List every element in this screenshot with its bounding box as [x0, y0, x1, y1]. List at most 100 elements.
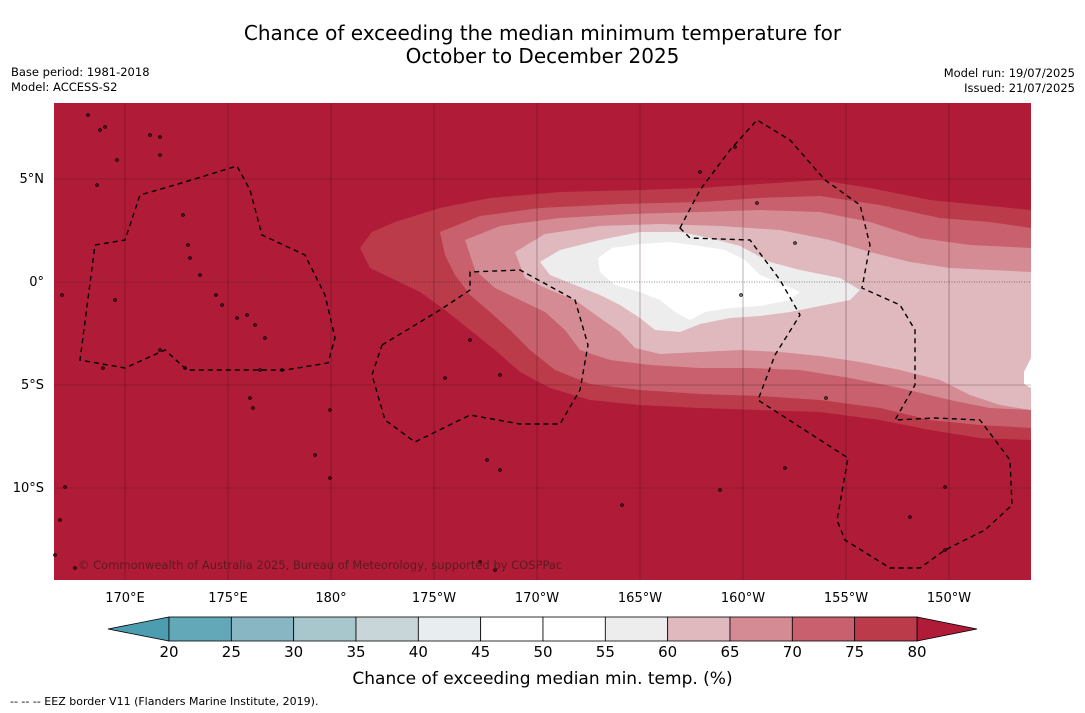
colorbar-segment — [230, 616, 295, 642]
island-marker — [498, 373, 502, 377]
island-marker — [251, 406, 255, 410]
island-marker — [148, 133, 152, 137]
island-marker — [620, 503, 624, 507]
colorbar-segment — [667, 616, 731, 642]
colorbar-segment — [168, 616, 232, 642]
island-marker — [755, 201, 759, 205]
colorbar-segment — [542, 616, 606, 642]
island-marker — [313, 453, 317, 457]
longitude-tick-label: 170°W — [515, 591, 559, 606]
colorbar-tick-label: 35 — [346, 643, 366, 661]
eez-footnote: -- -- -- EEZ border V11 (Flanders Marine… — [10, 695, 319, 708]
colorbar-segment — [729, 616, 793, 642]
island-marker — [943, 548, 947, 552]
island-marker — [258, 368, 262, 372]
colorbar-tick-label: 45 — [471, 643, 491, 661]
colorbar-segment — [355, 616, 419, 642]
colorbar-segment — [293, 616, 357, 642]
colorbar-tick-label: 50 — [533, 643, 553, 661]
island-marker — [95, 183, 99, 187]
island-marker — [733, 145, 737, 149]
longitude-tick-label: 175°W — [412, 591, 456, 606]
island-marker — [113, 298, 117, 302]
colorbar-tick-label: 80 — [907, 643, 927, 661]
colorbar-segment — [480, 616, 544, 642]
grid-lines — [54, 103, 1031, 580]
island-marker — [263, 336, 267, 340]
contour-edge-patch — [1024, 358, 1031, 388]
colorbar-tick-label: 70 — [782, 643, 802, 661]
meta-left: Base period: 1981-2018 Model: ACCESS-S2 — [11, 65, 150, 95]
island-marker — [718, 488, 722, 492]
meta-right: Model run: 19/07/2025 Issued: 21/07/2025 — [944, 66, 1075, 96]
model-name: Model: ACCESS-S2 — [11, 80, 118, 94]
title-line-2: October to December 2025 — [405, 44, 680, 68]
island-marker — [235, 316, 239, 320]
island-marker — [73, 566, 77, 570]
island-coastlines — [53, 113, 947, 572]
island-marker — [188, 256, 192, 260]
island-marker — [198, 273, 202, 277]
colorbar-tick-label: 55 — [595, 643, 615, 661]
eez-border-kiribati-line — [679, 119, 1013, 569]
latitude-tick-label: 5°N — [20, 172, 45, 187]
island-marker — [253, 323, 257, 327]
island-marker — [98, 128, 102, 132]
island-marker — [943, 485, 947, 489]
colorbar-tick-label: 75 — [845, 643, 865, 661]
longitude-tick-label: 170°E — [105, 591, 145, 606]
colorbar-segment — [854, 616, 918, 642]
island-marker — [698, 170, 702, 174]
colorbar-over-arrow — [916, 616, 978, 642]
title-line-1: Chance of exceeding the median minimum t… — [243, 21, 842, 45]
copyright-notice: © Commonwealth of Australia 2025, Bureau… — [78, 558, 563, 572]
island-marker — [158, 153, 162, 157]
island-marker — [245, 313, 249, 317]
colorbar-label: Chance of exceeding median min. temp. (%… — [352, 669, 733, 689]
island-marker — [908, 515, 912, 519]
island-marker — [183, 366, 187, 370]
longitude-tick-label: 175°E — [208, 591, 248, 606]
colorbar-segment — [417, 616, 482, 642]
latitude-tick-label: 5°S — [21, 378, 44, 393]
island-marker — [181, 213, 185, 217]
longitude-tick-label: 165°W — [618, 591, 662, 606]
island-marker — [63, 485, 67, 489]
island-marker — [443, 376, 447, 380]
colorbar-tick-label: 60 — [658, 643, 678, 661]
island-marker — [328, 408, 332, 412]
island-marker — [493, 568, 497, 572]
island-marker — [86, 113, 90, 117]
island-marker — [220, 303, 224, 307]
colorbar-tick-label: 30 — [284, 643, 304, 661]
island-marker — [158, 348, 162, 352]
island-marker — [824, 396, 828, 400]
eez-borders — [79, 119, 1013, 569]
base-period: Base period: 1981-2018 — [11, 65, 150, 79]
island-marker — [186, 243, 190, 247]
island-marker — [60, 293, 64, 297]
colorbar-tick-label: 40 — [408, 643, 428, 661]
longitude-tick-label: 180° — [315, 591, 346, 606]
chart-title: Chance of exceeding the median minimum t… — [0, 22, 1085, 68]
island-marker — [478, 560, 482, 564]
colorbar-under-arrow — [107, 616, 170, 642]
island-marker — [468, 338, 472, 342]
longitude-tick-label: 150°W — [927, 591, 971, 606]
colorbar-segment — [604, 616, 669, 642]
longitude-tick-label: 160°W — [721, 591, 765, 606]
island-marker — [214, 293, 218, 297]
longitude-tick-label: 155°W — [824, 591, 868, 606]
colorbar — [107, 616, 978, 642]
map-field — [54, 103, 1031, 580]
island-marker — [103, 125, 107, 129]
island-marker — [101, 366, 105, 370]
island-marker — [739, 293, 743, 297]
island-marker — [158, 135, 162, 139]
island-marker — [485, 458, 489, 462]
latitude-tick-label: 0° — [29, 275, 44, 290]
eez-border-kiribati-phoenix — [371, 269, 589, 443]
eez-border-kiribati-gilbert — [79, 165, 336, 371]
colorbar-tick-label: 20 — [159, 643, 179, 661]
